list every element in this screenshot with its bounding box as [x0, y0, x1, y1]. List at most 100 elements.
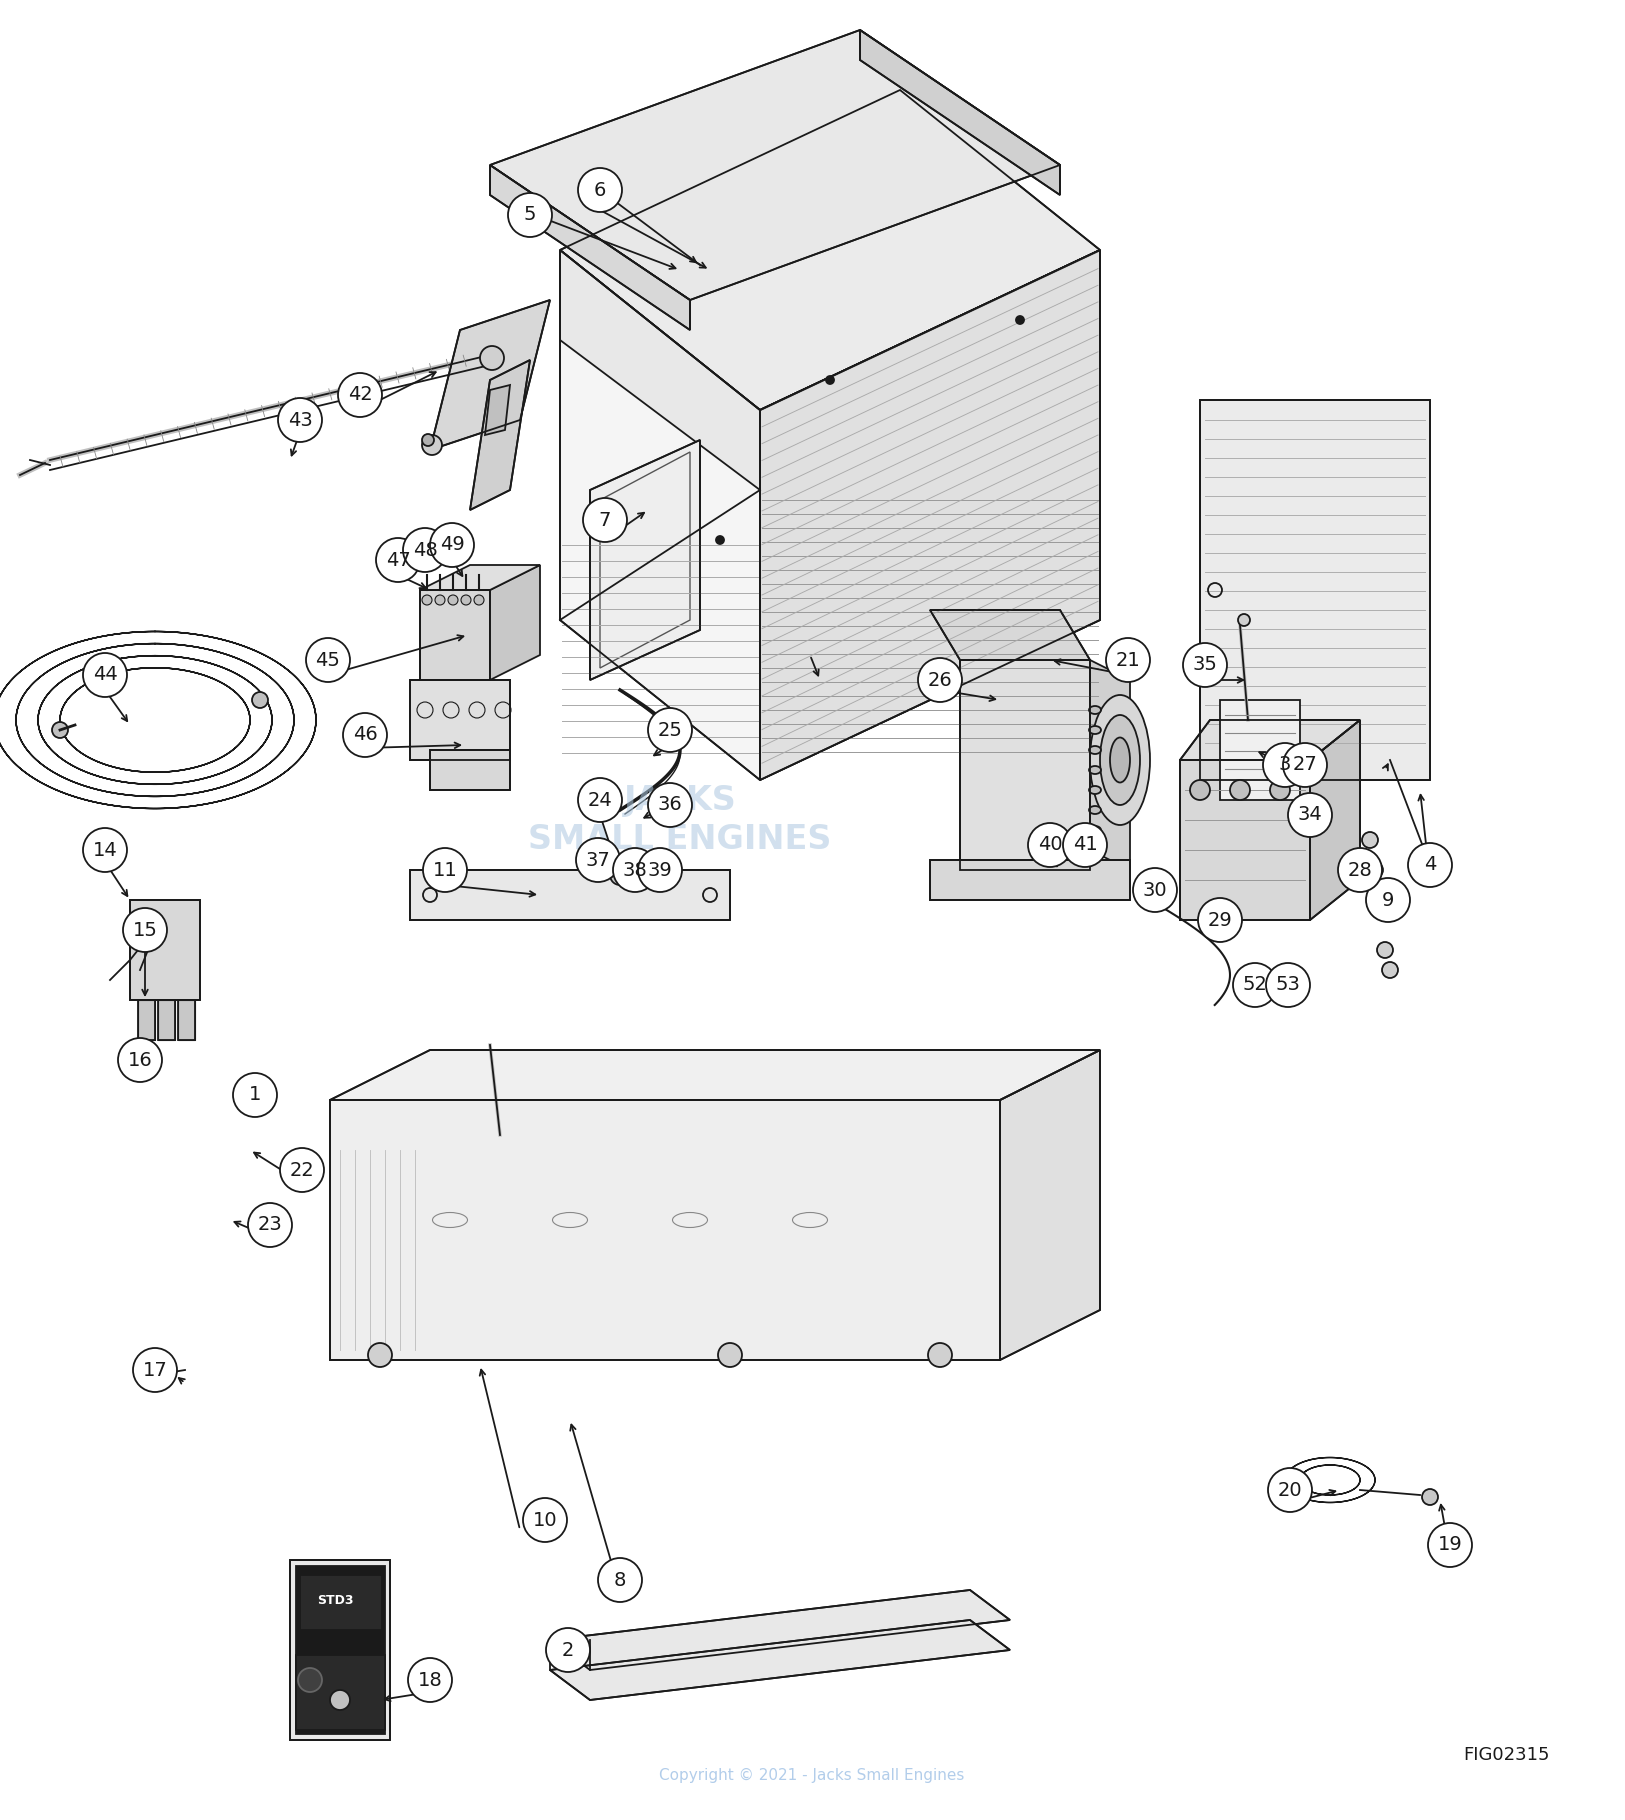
- Ellipse shape: [1089, 726, 1102, 733]
- Text: 22: 22: [289, 1161, 314, 1179]
- Circle shape: [474, 595, 484, 604]
- Circle shape: [1198, 897, 1242, 943]
- Circle shape: [717, 537, 725, 544]
- Text: 25: 25: [658, 721, 682, 739]
- Ellipse shape: [1089, 806, 1102, 814]
- Text: 24: 24: [588, 790, 613, 810]
- Polygon shape: [431, 750, 510, 790]
- Polygon shape: [484, 386, 510, 435]
- Circle shape: [546, 1629, 590, 1673]
- Text: 15: 15: [133, 921, 158, 939]
- Polygon shape: [1090, 661, 1129, 870]
- Polygon shape: [929, 861, 1129, 901]
- Text: 4: 4: [1424, 855, 1436, 874]
- Text: 3: 3: [1279, 755, 1292, 775]
- Circle shape: [1233, 963, 1277, 1006]
- Circle shape: [431, 522, 474, 568]
- Bar: [1220, 701, 1300, 801]
- Circle shape: [422, 595, 432, 604]
- Text: 34: 34: [1298, 806, 1323, 824]
- Circle shape: [52, 723, 68, 737]
- Text: 26: 26: [928, 670, 952, 690]
- Polygon shape: [929, 610, 1090, 661]
- Text: 9: 9: [1381, 890, 1394, 910]
- Circle shape: [1381, 963, 1398, 977]
- Polygon shape: [130, 901, 200, 999]
- Polygon shape: [549, 1591, 1011, 1671]
- Text: 19: 19: [1438, 1536, 1462, 1554]
- Circle shape: [145, 1367, 159, 1383]
- Polygon shape: [289, 1560, 390, 1740]
- Circle shape: [1367, 877, 1410, 923]
- Polygon shape: [470, 360, 530, 510]
- Polygon shape: [491, 166, 691, 329]
- Ellipse shape: [1110, 737, 1129, 783]
- Circle shape: [232, 1074, 276, 1117]
- Text: 10: 10: [533, 1511, 557, 1529]
- Circle shape: [613, 848, 656, 892]
- Circle shape: [1238, 613, 1250, 626]
- Circle shape: [583, 499, 627, 542]
- Text: 35: 35: [1193, 655, 1217, 675]
- Circle shape: [1266, 963, 1310, 1006]
- Ellipse shape: [1089, 746, 1102, 753]
- Polygon shape: [296, 1565, 385, 1734]
- Ellipse shape: [1089, 826, 1102, 834]
- Ellipse shape: [1100, 715, 1141, 804]
- Circle shape: [575, 837, 621, 883]
- Text: 29: 29: [1207, 910, 1232, 930]
- Circle shape: [648, 870, 665, 886]
- Text: 23: 23: [258, 1216, 283, 1234]
- Circle shape: [1422, 1489, 1438, 1505]
- Text: 16: 16: [128, 1050, 153, 1070]
- Polygon shape: [158, 999, 176, 1039]
- Circle shape: [422, 433, 434, 446]
- Polygon shape: [138, 999, 154, 1039]
- Circle shape: [280, 1148, 323, 1192]
- Circle shape: [1372, 892, 1388, 908]
- Circle shape: [1230, 781, 1250, 801]
- Polygon shape: [561, 249, 761, 490]
- Circle shape: [1063, 823, 1107, 866]
- Circle shape: [338, 373, 382, 417]
- Polygon shape: [419, 590, 491, 681]
- Text: 20: 20: [1277, 1480, 1302, 1500]
- Text: 38: 38: [622, 861, 647, 879]
- Circle shape: [119, 1037, 162, 1083]
- Circle shape: [1133, 868, 1176, 912]
- Ellipse shape: [1089, 786, 1102, 794]
- Circle shape: [928, 1343, 952, 1367]
- Text: 30: 30: [1142, 881, 1167, 899]
- Text: 17: 17: [143, 1361, 167, 1380]
- Circle shape: [1289, 794, 1332, 837]
- Polygon shape: [491, 564, 540, 681]
- Polygon shape: [960, 661, 1090, 870]
- Circle shape: [1268, 1469, 1311, 1512]
- Text: 40: 40: [1038, 835, 1063, 855]
- Text: 18: 18: [418, 1671, 442, 1689]
- Circle shape: [718, 1343, 743, 1367]
- Circle shape: [278, 399, 322, 442]
- Circle shape: [1367, 863, 1383, 877]
- Polygon shape: [1310, 721, 1360, 919]
- Text: 27: 27: [1292, 755, 1318, 775]
- Circle shape: [367, 1343, 392, 1367]
- Circle shape: [648, 783, 692, 826]
- Text: 49: 49: [440, 535, 465, 555]
- Polygon shape: [860, 29, 1060, 195]
- Circle shape: [1362, 832, 1378, 848]
- Circle shape: [1271, 781, 1290, 801]
- Text: 39: 39: [648, 861, 673, 879]
- Circle shape: [826, 377, 834, 384]
- Polygon shape: [296, 1654, 385, 1731]
- Circle shape: [249, 1203, 292, 1247]
- Polygon shape: [330, 1050, 1100, 1099]
- Text: 2: 2: [562, 1640, 574, 1660]
- Circle shape: [343, 713, 387, 757]
- Circle shape: [83, 653, 127, 697]
- Text: 8: 8: [614, 1571, 626, 1589]
- Circle shape: [133, 1349, 177, 1392]
- Circle shape: [918, 659, 962, 703]
- Polygon shape: [999, 1050, 1100, 1360]
- Polygon shape: [301, 1574, 382, 1631]
